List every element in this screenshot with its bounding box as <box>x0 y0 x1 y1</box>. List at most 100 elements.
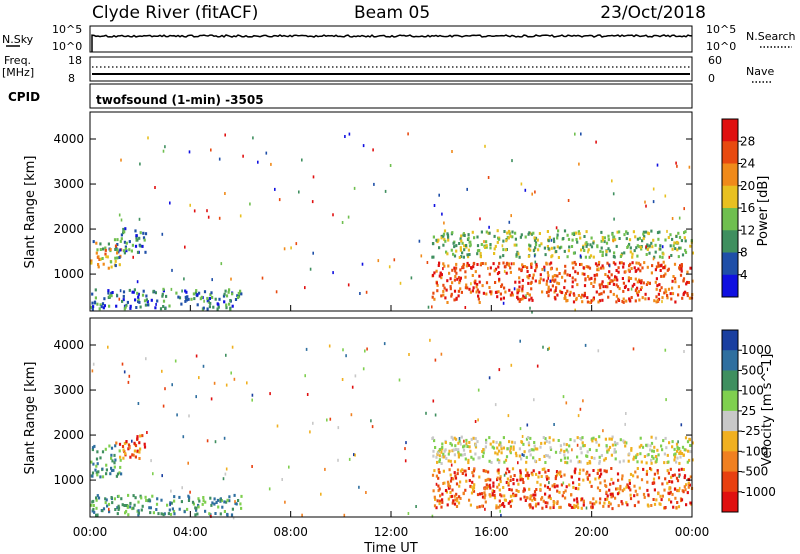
echo-cell <box>434 497 437 501</box>
echo-cell <box>653 299 656 303</box>
echo-cell <box>108 304 111 308</box>
echo-cell <box>571 448 573 452</box>
echo-cell <box>608 276 611 280</box>
echo-cell <box>564 294 567 298</box>
echo-cell <box>689 450 692 454</box>
echo-cell <box>569 438 572 442</box>
echo-cell <box>529 248 532 252</box>
echo-cell <box>123 370 126 374</box>
echo-cell <box>534 504 537 508</box>
echo-cell <box>621 474 624 478</box>
echo-cell <box>455 296 458 300</box>
echo-cell <box>114 248 117 251</box>
echo-cell <box>512 262 515 266</box>
echo-cell <box>493 252 496 255</box>
y-tick-label: 1000 <box>53 267 84 281</box>
echo-cell <box>676 449 679 453</box>
echo-cell <box>453 436 456 440</box>
echo-cell <box>470 485 473 489</box>
echo-cell <box>515 254 518 258</box>
echo-cell <box>659 264 662 268</box>
echo-cell <box>633 504 636 508</box>
echo-cell <box>590 236 593 240</box>
echo-cell <box>124 245 127 249</box>
echo-cell <box>211 501 214 505</box>
echo-cell <box>137 295 140 299</box>
echo-cell <box>463 248 466 252</box>
echo-cell <box>583 291 586 295</box>
echo-cell <box>437 238 440 242</box>
echo-cell <box>234 501 237 505</box>
echo-cell <box>633 494 636 498</box>
echo-cell <box>610 453 613 457</box>
echo-cell <box>681 296 684 300</box>
echo-cell <box>196 293 199 297</box>
echo-cell <box>157 512 160 516</box>
echo-cell <box>128 288 131 292</box>
echo-cell <box>219 512 222 516</box>
echo-cell <box>529 497 532 501</box>
echo-cell <box>635 246 638 250</box>
echo-cell <box>161 474 163 478</box>
echo-cell <box>599 497 602 501</box>
echo-cell <box>562 491 565 494</box>
echo-cell <box>91 301 94 305</box>
echo-cell <box>283 247 286 251</box>
echo-cell <box>519 298 522 301</box>
echo-cell <box>295 242 298 246</box>
echo-cell <box>643 261 646 265</box>
echo-cell <box>539 483 542 487</box>
echo-cell <box>415 505 417 508</box>
echo-cell <box>497 468 500 472</box>
echo-cell <box>442 283 445 287</box>
echo-cell <box>593 502 596 506</box>
echo-cell <box>682 490 685 494</box>
echo-cell <box>679 450 682 454</box>
echo-cell <box>522 294 525 298</box>
colorbar-segment <box>722 330 738 351</box>
echo-cell <box>576 443 579 447</box>
echo-cell <box>474 270 477 274</box>
echo-cell <box>568 245 571 249</box>
echo-cell <box>555 470 559 474</box>
echo-cell <box>613 217 615 221</box>
echo-cell <box>447 235 450 239</box>
echo-cell <box>459 469 463 473</box>
x-tick-label: 08:00 <box>273 525 308 539</box>
echo-cell <box>136 291 139 295</box>
echo-cell <box>550 238 553 242</box>
echo-cell <box>118 256 121 259</box>
echo-cell <box>476 288 479 292</box>
echo-cell <box>645 469 649 473</box>
echo-cell <box>488 272 491 276</box>
echo-cell <box>670 297 673 301</box>
echo-cell <box>459 246 462 250</box>
echo-cell <box>507 263 510 267</box>
echo-cell <box>433 271 436 275</box>
echo-cell <box>479 255 482 259</box>
echo-cell <box>502 261 505 265</box>
echo-cell <box>459 248 462 252</box>
echo-cell <box>176 413 178 417</box>
echo-cell <box>202 306 205 310</box>
echo-cell <box>115 304 118 308</box>
echo-cell <box>225 353 227 357</box>
echo-cell <box>522 442 525 446</box>
echo-cell <box>575 296 578 300</box>
echo-cell <box>242 154 244 158</box>
echo-cell <box>399 281 402 285</box>
echo-cell <box>596 264 599 268</box>
echo-cell <box>525 437 529 441</box>
echo-cell <box>219 498 222 502</box>
echo-cell <box>454 474 457 478</box>
cpid-panel <box>89 83 693 109</box>
echo-cell <box>526 423 529 427</box>
echo-cell <box>554 297 557 301</box>
echo-cell <box>574 132 576 136</box>
echo-cell <box>509 266 512 270</box>
echo-cell <box>674 452 677 456</box>
echo-cell <box>517 482 520 486</box>
echo-cell <box>187 461 189 465</box>
echo-cell <box>611 494 614 498</box>
echo-cell <box>592 497 595 501</box>
